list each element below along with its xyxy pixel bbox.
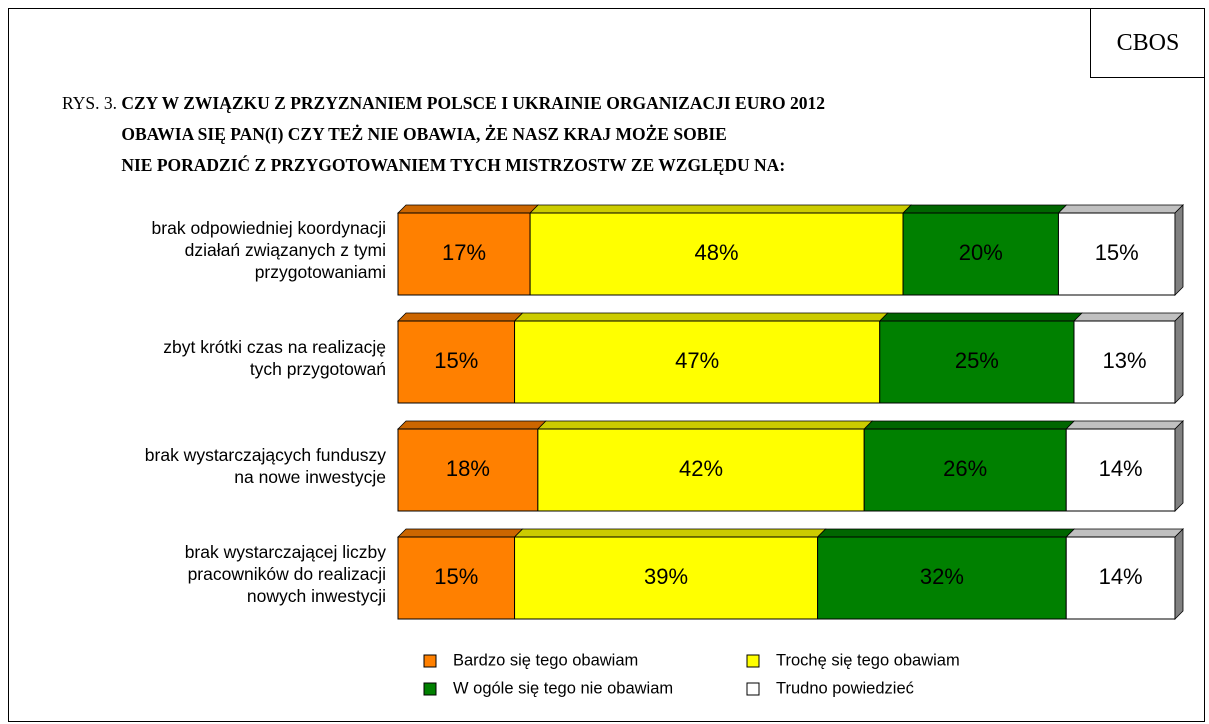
legend-label: Trochę się tego obawiam: [776, 651, 960, 669]
bar-segment: [514, 536, 819, 620]
value-label: 13%: [1102, 348, 1146, 373]
value-label: 47%: [675, 348, 719, 373]
legend-label: Trudno powiedzieć: [776, 679, 914, 697]
figure-label: RYS. 3.: [62, 93, 117, 113]
bar-top: [529, 204, 913, 214]
legend-swatch: [746, 682, 760, 696]
value-label: 18%: [446, 456, 490, 481]
bar-segment: [537, 428, 865, 512]
value-label: 48%: [695, 240, 739, 265]
source: CBOS: [1090, 8, 1205, 78]
bar-segment: [529, 212, 904, 296]
value-label: 15%: [434, 564, 478, 589]
bar-top: [513, 312, 889, 322]
bar-segment: [1057, 212, 1176, 296]
bar-top: [397, 312, 524, 322]
bar-top: [863, 420, 1076, 430]
bar-top: [397, 420, 547, 430]
bar-segment: [817, 536, 1067, 620]
value-label: 15%: [1095, 240, 1139, 265]
bar-top: [902, 204, 1068, 214]
value-label: 14%: [1099, 456, 1143, 481]
bar-top: [397, 204, 540, 214]
bar-side: [1174, 528, 1184, 620]
bar-segment: [397, 212, 531, 296]
chart-title: CZY W ZWIĄZKU Z PRZYZNANIEM POLSCE I UKR…: [121, 93, 825, 175]
bar-segment: [514, 320, 881, 404]
bar-side: [1174, 312, 1184, 404]
value-label: 32%: [920, 564, 964, 589]
legend-label: Bardzo się tego obawiam: [453, 651, 638, 669]
bar-top: [878, 312, 1083, 322]
bar-segment: [397, 536, 516, 620]
category-label: brak odpowiedniej koordynacji działań zw…: [151, 218, 386, 282]
bar-segment: [902, 212, 1059, 296]
legend-swatch: [423, 654, 437, 668]
bar-side: [1174, 204, 1184, 296]
value-label: 15%: [434, 348, 478, 373]
bar-top: [536, 420, 874, 430]
value-label: 20%: [959, 240, 1003, 265]
value-label: 14%: [1099, 564, 1143, 589]
bar-top: [1073, 312, 1184, 322]
legend-label: W ogóle się tego nie obawiam: [453, 679, 673, 697]
bar-segment: [1073, 320, 1176, 404]
bar-top: [816, 528, 1076, 538]
value-label: 26%: [943, 456, 987, 481]
bar-segment: [397, 428, 539, 512]
bar-segment: [1065, 536, 1176, 620]
category-label: zbyt krótki czas na realizację tych przy…: [163, 337, 386, 379]
bar-segment: [863, 428, 1067, 512]
value-label: 39%: [644, 564, 688, 589]
bar-top: [513, 528, 827, 538]
value-label: 25%: [955, 348, 999, 373]
legend-swatch: [423, 682, 437, 696]
value-label: 42%: [679, 456, 723, 481]
bar-top: [397, 528, 524, 538]
title-block: RYS. 3. CZY W ZWIĄZKU Z PRZYZNANIEM POLS…: [62, 88, 825, 181]
bar-segment: [397, 320, 516, 404]
value-label: 17%: [442, 240, 486, 265]
bar-side: [1174, 420, 1184, 512]
bar-segment: [879, 320, 1075, 404]
bar-top: [1065, 420, 1184, 430]
bar-top: [1065, 528, 1184, 538]
category-label: brak wystarczającej liczby pracowników d…: [184, 542, 386, 606]
frame: [8, 8, 1205, 722]
category-label: brak wystarczających funduszy na nowe in…: [144, 445, 386, 487]
bar-top: [1057, 204, 1184, 214]
legend-swatch: [746, 654, 760, 668]
